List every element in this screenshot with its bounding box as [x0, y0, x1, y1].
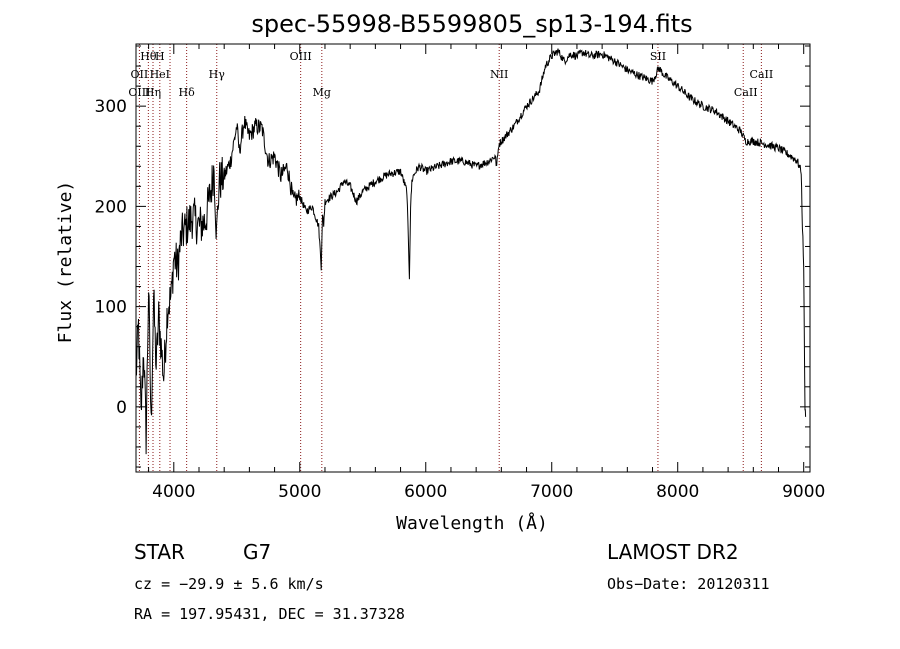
emission-line-label: HeI — [150, 68, 170, 81]
emission-line-label: OII — [131, 68, 149, 81]
y-tick-label: 0 — [116, 398, 127, 418]
y-axis-label: Flux (relative) — [55, 181, 76, 344]
x-tick-label: 7000 — [530, 482, 573, 502]
emission-line-markers — [138, 44, 762, 472]
chart-title: spec-55998-B5599805_sp13-194.fits — [251, 10, 692, 38]
x-axis-ticks: 4000 5000 6000 7000 8000 9000 — [148, 44, 825, 502]
emission-line-label: NII — [490, 68, 508, 81]
survey-name: LAMOST DR2 — [607, 540, 739, 564]
x-tick-label: 9000 — [782, 482, 825, 502]
redshift-cz: cz = −29.9 ± 5.6 km/s — [134, 575, 324, 593]
x-tick-label: 5000 — [278, 482, 321, 502]
emission-line-label: OIII — [128, 86, 150, 99]
plot-frame — [135, 43, 811, 473]
emission-line-label: Mg — [313, 86, 331, 99]
x-tick-label: 6000 — [404, 482, 447, 502]
emission-line-label: CaII — [734, 86, 758, 99]
spectrum-series — [135, 48, 807, 455]
emission-line-label: CaII — [750, 68, 774, 81]
y-axis-ticks: 0 100 200 300 — [95, 45, 810, 468]
x-tick-label: 4000 — [152, 482, 195, 502]
subclass: G7 — [243, 540, 271, 564]
x-tick-label: 8000 — [656, 482, 699, 502]
emission-line-label: H — [155, 50, 165, 63]
observation-date: Obs−Date: 20120311 — [607, 575, 770, 593]
emission-line-label: Hη — [145, 86, 161, 99]
ra-dec-coordinates: RA = 197.95431, DEC = 31.37328 — [134, 605, 405, 623]
y-tick-label: 100 — [95, 298, 127, 318]
y-tick-label: 200 — [95, 197, 127, 217]
emission-line-label: Hδ — [179, 86, 196, 99]
emission-line-label: OIII — [290, 50, 312, 63]
y-tick-label: 300 — [95, 97, 127, 117]
x-axis-label: Wavelength (Å) — [396, 512, 548, 534]
emission-line-label: SII — [650, 50, 666, 63]
emission-line-label: Hθ — [140, 50, 157, 63]
object-type: STAR — [134, 540, 185, 564]
emission-line-label: Hγ — [209, 68, 226, 81]
spectrum-line — [135, 48, 807, 455]
